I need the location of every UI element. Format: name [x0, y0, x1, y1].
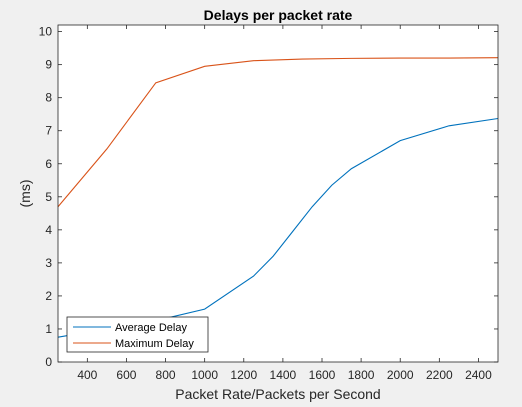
y-tick-label: 6: [45, 157, 52, 171]
y-tick-label: 0: [45, 355, 52, 369]
x-axis: 400 600 800 1000 1200 1400 1600 1800 2000 2200 240…: [77, 25, 492, 382]
x-tick-label: 2200: [426, 368, 453, 382]
plot-area: [58, 25, 498, 362]
y-tick-label: 9: [45, 58, 52, 72]
x-tick-label: 400: [77, 368, 97, 382]
x-tick-label: 1400: [270, 368, 297, 382]
y-tick-label: 2: [45, 289, 52, 303]
y-tick-label: 10: [39, 25, 53, 39]
x-tick-label: 2000: [387, 368, 414, 382]
plot-frame: [57, 24, 499, 363]
x-tick-label: 1200: [230, 368, 257, 382]
y-axis-label: (ms): [17, 180, 33, 208]
x-tick-label: 600: [116, 368, 136, 382]
x-tick-label: 1800: [348, 368, 375, 382]
chart-title: Delays per packet rate: [204, 7, 353, 23]
y-tick-label: 5: [45, 190, 52, 204]
x-axis-label: Packet Rate/Packets per Second: [175, 386, 380, 402]
y-axis: 0 1 2 3 4 5 6 7 8 9 10: [39, 25, 498, 369]
legend-box: [66, 316, 209, 353]
x-tick-label: 2400: [465, 368, 492, 382]
y-tick-label: 8: [45, 91, 52, 105]
legend: Average Delay Maximum Delay: [66, 316, 209, 353]
y-tick-label: 1: [45, 322, 52, 336]
y-tick-label: 3: [45, 256, 52, 270]
x-tick-label: 1000: [191, 368, 218, 382]
x-tick-label: 800: [156, 368, 176, 382]
x-tick-label: 1600: [309, 368, 336, 382]
y-tick-label: 4: [45, 223, 52, 237]
y-tick-label: 7: [45, 124, 52, 138]
legend-label-maximum-delay: Maximum Delay: [115, 338, 194, 350]
series-line-maximum-delay: [57, 57, 499, 208]
legend-label-average-delay: Average Delay: [115, 322, 187, 334]
